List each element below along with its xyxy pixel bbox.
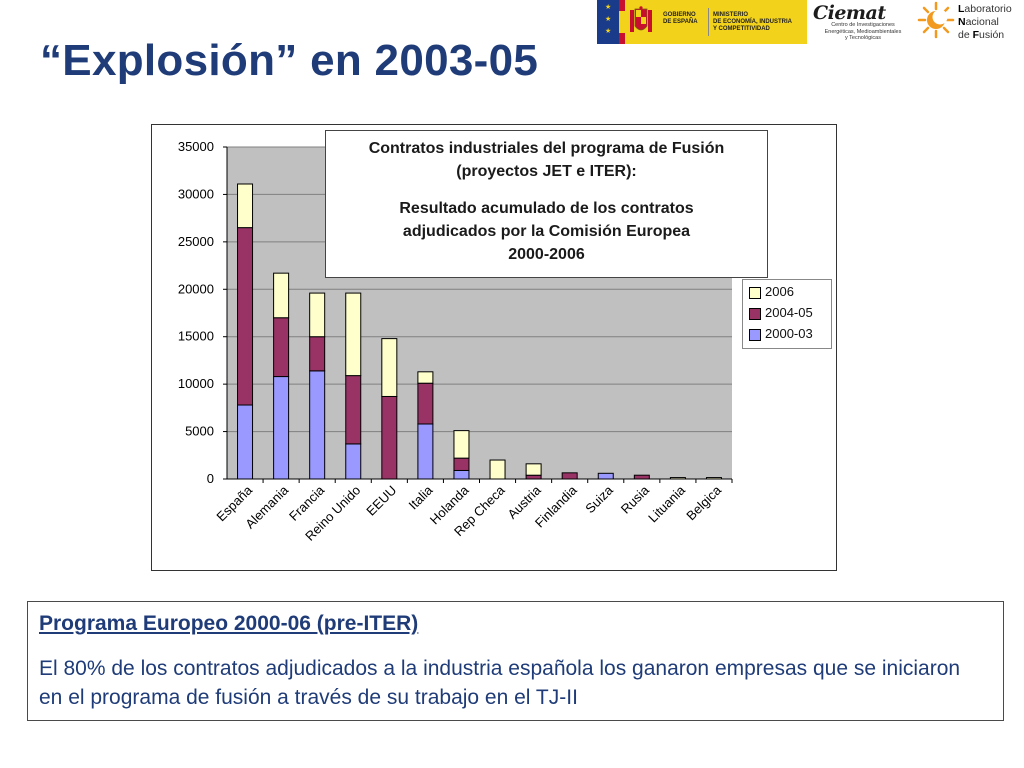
chart-frame: 35000 30000 25000 20000 15000 10000 5000 0 Españ… (151, 124, 837, 571)
chart-title-line: adjudicados por la Comisión Europea (402, 223, 691, 240)
y-tick-label: 35000 (178, 139, 214, 154)
chart-title-line: Contratos industriales del programa de F… (368, 140, 725, 157)
legend-swatch (749, 308, 761, 320)
bar-segment-2006 (417, 371, 434, 384)
bar-segment-2004-05 (453, 457, 470, 471)
bar-segment-2000-03 (417, 423, 434, 480)
bar-segment-2006 (273, 272, 290, 319)
summary-heading: Programa Europeo 2000-06 (pre-ITER) (39, 612, 419, 635)
bar-segment-2004-05 (237, 227, 254, 406)
legend-item-2004-05: 2004-05 (749, 304, 829, 322)
lnf-logo: Laboratorio Nacional de Fusión (958, 3, 1012, 41)
eu-flag-icon: ★ ★ ★ (597, 0, 619, 44)
x-tick-label: EEUU (363, 483, 399, 519)
bar-segment-2004-05 (633, 474, 650, 480)
bar-segment-2000-03 (237, 404, 254, 480)
bar-segment-2006 (453, 430, 470, 459)
ciemat-description: Centro de Investigaciones Energéticas, Me… (824, 22, 902, 41)
y-tick-label: 30000 (178, 186, 214, 201)
chart-title-box: Contratos industriales del programa de F… (325, 130, 768, 278)
bar-segment-2006 (237, 183, 254, 229)
y-tick-label: 10000 (178, 376, 214, 391)
y-tick-label: 20000 (178, 281, 214, 296)
sun-icon (917, 1, 955, 39)
y-tick-label: 5000 (185, 424, 214, 439)
bar-segment-2004-05 (525, 474, 542, 480)
ministerio-text: MINISTERIO DE ECONOMÍA, INDUSTRIA Y COMPET… (713, 12, 793, 32)
x-tick-label: Belgica (683, 482, 724, 523)
summary-body: El 80% de los contratos adjudicados a la… (39, 657, 961, 709)
bar-segment-2000-03 (597, 472, 614, 480)
chart-legend: 2006 2004-05 2000-03 (742, 279, 832, 349)
bar-segment-2004-05 (345, 375, 362, 445)
bar-segment-2006 (525, 463, 542, 476)
bar-segment-2004-05 (273, 317, 290, 378)
ciemat-logo: Ciemat Centro de Investigaciones Energéti… (809, 0, 914, 44)
gobierno-text: GOBIERNO DE ESPAÑA (663, 12, 698, 25)
legend-item-2000-03: 2000-03 (749, 325, 829, 343)
bar-segment-2004-05 (309, 336, 326, 372)
slide-title: “Explosión” en 2003-05 (40, 36, 539, 85)
bar-segment-2000-03 (273, 376, 290, 480)
bar-segment-2006 (309, 292, 326, 338)
bar-segment-2000-03 (345, 443, 362, 480)
spain-flag-icon (619, 0, 625, 44)
y-tick-label: 0 (207, 471, 214, 486)
legend-swatch (749, 329, 761, 341)
bar-segment-2006 (489, 459, 506, 480)
chart-title-line: Resultado acumulado de los contratos (399, 200, 694, 217)
coat-of-arms-icon (630, 6, 652, 32)
gobierno-espana-logo: ★ ★ ★ GOBIERNO DE ESPAÑA MINISTERIO DE ECON… (597, 0, 807, 44)
y-tick-label: 25000 (178, 234, 214, 249)
x-tick-label: Lituania (645, 482, 688, 525)
bar-segment-2006 (345, 292, 362, 377)
chart-title-line: (proyectos JET e ITER): (456, 163, 637, 180)
legend-item-2006: 2006 (749, 283, 829, 301)
bar-segment-2006 (381, 338, 398, 397)
bar-segment-2004-05 (381, 395, 398, 480)
bar-segment-2006 (705, 477, 722, 480)
bar-segment-2004-05 (561, 472, 578, 480)
bar-segment-2000-03 (453, 469, 470, 480)
bar-segment-2000-03 (309, 370, 326, 480)
bar-segment-2004-05 (417, 382, 434, 425)
y-tick-label: 15000 (178, 329, 214, 344)
x-tick-label: Italia (405, 482, 436, 513)
summary-text-box: Programa Europeo 2000-06 (pre-ITER) El 8… (27, 601, 1004, 721)
legend-swatch (749, 287, 761, 299)
bar-segment-2006 (669, 477, 686, 480)
chart-title-line: 2000-2006 (508, 246, 585, 263)
x-tick-label: Suiza (582, 482, 616, 516)
